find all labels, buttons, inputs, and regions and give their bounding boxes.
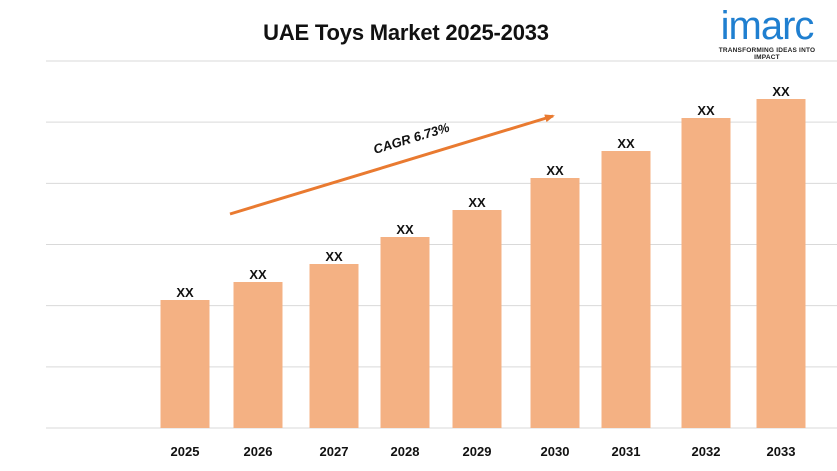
x-tick-label-2028: 2028 — [391, 444, 420, 459]
bar-2029 — [452, 210, 502, 428]
x-tick-label-2027: 2027 — [320, 444, 349, 459]
bar-2028 — [380, 237, 430, 428]
data-label-2031: XX — [617, 136, 635, 151]
data-label-2026: XX — [249, 267, 267, 282]
data-label-2028: XX — [396, 222, 414, 237]
x-tick-label-2025: 2025 — [171, 444, 200, 459]
chart-title: UAE Toys Market 2025-2033 — [263, 20, 549, 45]
data-label-2029: XX — [468, 195, 486, 210]
x-tick-label-2029: 2029 — [463, 444, 492, 459]
data-label-2027: XX — [325, 249, 343, 264]
imarc-logo: imarc TRANSFORMING IDEAS INTO IMPACT — [708, 4, 826, 64]
bar-2033 — [756, 99, 806, 428]
x-tick-label-2031: 2031 — [612, 444, 641, 459]
logo-wordmark: imarc — [720, 4, 815, 48]
bar-2027 — [309, 264, 359, 428]
bar-2030 — [530, 178, 580, 428]
cagr-arrow — [229, 114, 555, 216]
bar-2025 — [160, 300, 210, 428]
x-tick-label-2033: 2033 — [767, 444, 796, 459]
bar-2032 — [681, 118, 731, 428]
data-label-2032: XX — [697, 103, 715, 118]
x-tick-label-2030: 2030 — [541, 444, 570, 459]
bar-2026 — [233, 282, 283, 428]
x-tick-label-2032: 2032 — [692, 444, 721, 459]
bar-2031 — [601, 151, 651, 428]
logo-tagline: TRANSFORMING IDEAS INTO IMPACT — [718, 47, 816, 61]
x-tick-label-2026: 2026 — [244, 444, 273, 459]
data-label-2030: XX — [546, 163, 564, 178]
data-label-2025: XX — [176, 285, 194, 300]
data-label-2033: XX — [772, 84, 790, 99]
